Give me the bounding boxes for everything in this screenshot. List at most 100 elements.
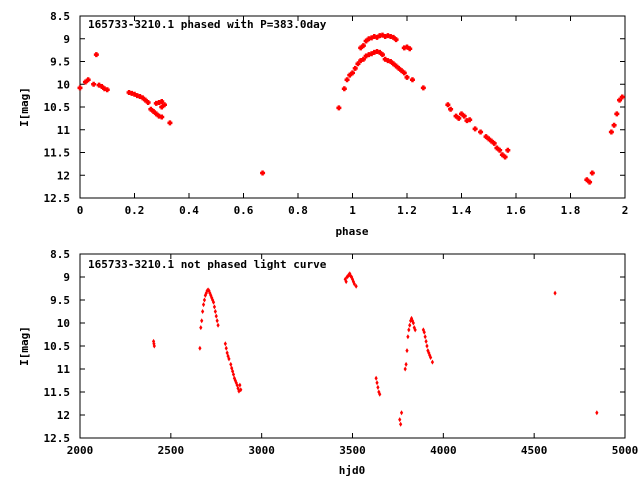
phased-x-tick-label: 0.2 (125, 204, 145, 217)
unphased-x-tick-label: 2500 (158, 444, 185, 457)
unphased-data-point (214, 313, 218, 319)
phased-chart: 0 0.2 0.4 0.6 0.8 1 1.2 1.4 1.6 1.8 2 8.5 9 9.5 10 10.… (18, 10, 628, 238)
phased-y-tick-label: 11 (57, 124, 71, 137)
unphased-y-tick-label: 10.5 (44, 340, 71, 353)
unphased-data-point (223, 341, 227, 347)
phased-data-point (360, 43, 366, 49)
unphased-data-point (202, 297, 207, 303)
unphased-data-point (406, 334, 410, 340)
unphased-x-tick-label: 3000 (248, 444, 275, 457)
phased-data-point (159, 104, 165, 110)
phased-x-tick-label: 1.6 (506, 204, 526, 217)
phased-data-point (393, 37, 399, 43)
phased-data-point (456, 115, 462, 121)
phased-data-point (497, 147, 503, 153)
unphased-chart-title: 165733-3210.1 not phased light curve (88, 258, 327, 271)
unphased-data-point (403, 366, 407, 372)
unphased-data-point (376, 384, 380, 390)
unphased-y-ticks: 8.5 9 9.5 10 10.5 11 11.5 12 12.5 (44, 248, 625, 445)
unphased-x-tick-label: 3500 (339, 444, 366, 457)
unphased-data-point (407, 327, 411, 333)
phased-y-tick-label: 12.5 (44, 192, 71, 205)
phased-y-tick-label: 11.5 (44, 147, 71, 160)
phased-data-point (617, 97, 623, 103)
unphased-data-point (399, 410, 404, 416)
unphased-data-points (151, 271, 599, 427)
unphased-y-tick-label: 11 (57, 363, 71, 376)
phased-data-point (461, 113, 467, 119)
unphased-x-axis-label: hjd0 (339, 464, 366, 477)
unphased-data-point (553, 290, 557, 296)
phased-data-point (401, 70, 407, 76)
unphased-y-tick-label: 11.5 (44, 386, 71, 399)
unphased-data-point (348, 271, 352, 277)
unphased-data-point (374, 375, 378, 381)
unphased-data-point (201, 302, 206, 308)
unphased-y-tick-label: 12.5 (44, 432, 71, 445)
phased-data-point (619, 94, 625, 100)
unphased-data-point (430, 359, 435, 365)
unphased-data-point (429, 355, 433, 360)
unphased-data-point (421, 327, 425, 333)
phased-data-point (344, 77, 350, 83)
unphased-data-point (427, 350, 431, 356)
phased-data-point (407, 46, 413, 52)
phased-data-point (91, 81, 97, 87)
unphased-data-point (344, 279, 348, 285)
phased-data-point (589, 170, 595, 176)
unphased-x-tick-label: 4500 (521, 444, 548, 457)
phased-data-point (445, 102, 451, 108)
unphased-data-point (213, 309, 217, 314)
unphased-y-tick-label: 9.5 (50, 294, 70, 307)
unphased-data-point (229, 361, 233, 367)
unphased-y-tick-label: 9 (63, 271, 70, 284)
unphased-x-tick-label: 2000 (67, 444, 94, 457)
unphased-data-point (378, 391, 382, 397)
unphased-data-point (409, 315, 414, 321)
unphased-data-point (198, 345, 202, 351)
phased-y-tick-label: 9 (63, 33, 70, 46)
phased-y-tick-label: 12 (57, 169, 70, 182)
phased-x-tick-label: 1.2 (397, 204, 417, 217)
phased-data-point (611, 122, 617, 128)
unphased-data-point (399, 421, 403, 427)
unphased-data-point (200, 318, 204, 324)
unphased-data-point (405, 348, 409, 354)
phased-x-axis-label: phase (335, 225, 368, 238)
phased-data-point (614, 111, 620, 117)
unphased-x-ticks: 2000 2500 3000 3500 4000 4500 5000 (67, 254, 638, 457)
phased-y-tick-label: 8.5 (50, 10, 70, 23)
unphased-data-point (211, 299, 216, 305)
phased-data-point (260, 170, 266, 176)
phased-data-point (360, 56, 366, 62)
phased-data-point (159, 114, 165, 120)
phased-y-ticks: 8.5 9 9.5 10 10.5 11 11.5 12 12.5 (44, 10, 625, 205)
phased-data-point (145, 99, 151, 105)
unphased-x-tick-label: 4000 (430, 444, 457, 457)
phased-y-tick-label: 10.5 (44, 101, 71, 114)
phased-x-tick-label: 1.8 (561, 204, 581, 217)
unphased-data-point (152, 343, 156, 349)
unphased-data-point (354, 283, 358, 289)
unphased-data-point (411, 320, 415, 326)
unphased-data-point (404, 361, 408, 367)
phased-x-tick-label: 2 (622, 204, 629, 217)
unphased-chart: 2000 2500 3000 3500 4000 4500 5000 8.5 9 9.5 10 10… (18, 248, 638, 477)
unphased-data-point (595, 410, 599, 416)
phased-data-point (505, 147, 511, 153)
phased-chart-title: 165733-3210.1 phased with P=383.0day (88, 18, 327, 31)
phased-data-point (93, 52, 99, 58)
phased-data-point (336, 105, 342, 111)
phased-data-point (409, 77, 415, 83)
phased-data-point (379, 52, 385, 58)
unphased-data-point (215, 318, 219, 324)
unphased-data-point (199, 325, 203, 331)
unphased-data-point (212, 304, 217, 310)
phased-data-point (587, 179, 593, 185)
unphased-data-point (409, 318, 413, 324)
phased-x-tick-label: 0.8 (288, 204, 308, 217)
phased-data-point (167, 120, 173, 126)
phased-x-tick-label: 0.6 (234, 204, 254, 217)
